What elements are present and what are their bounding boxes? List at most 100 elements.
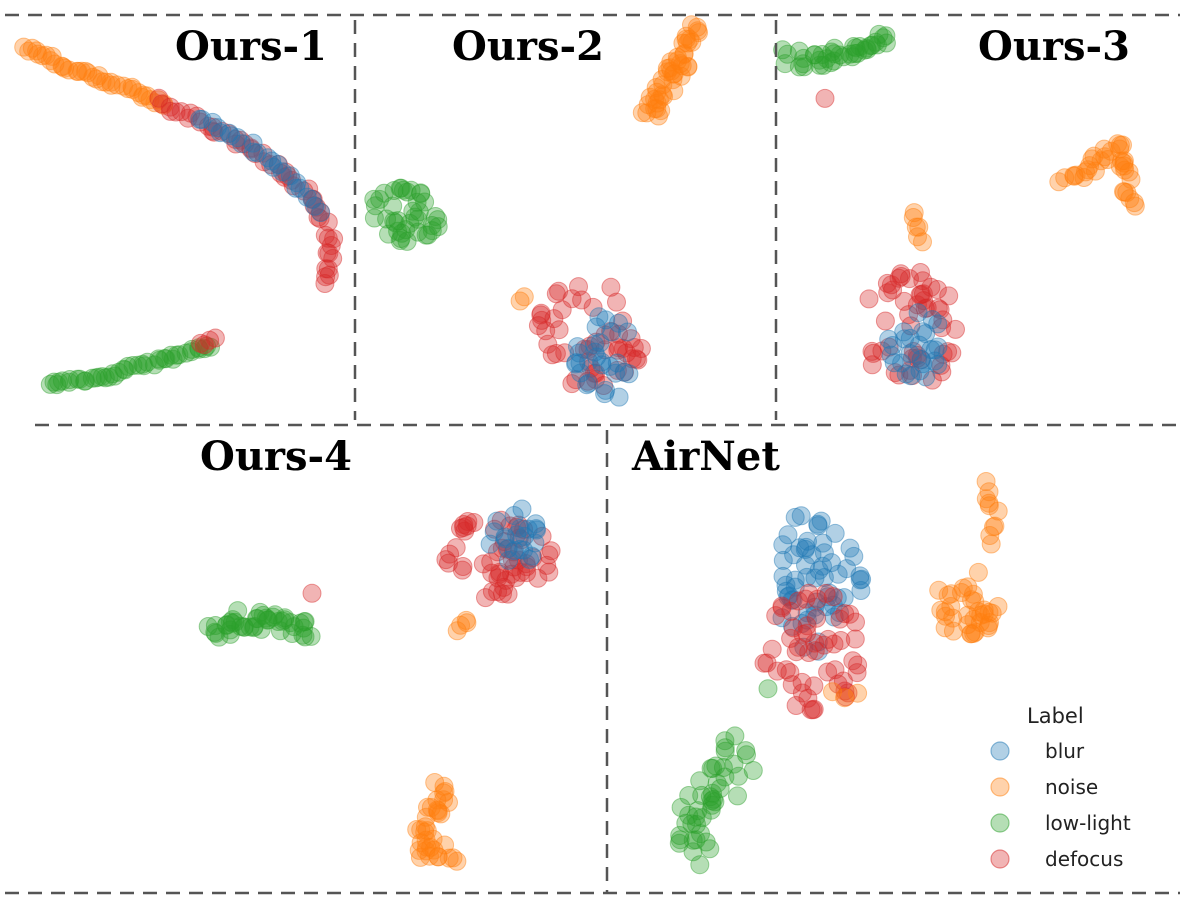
point-low-light	[700, 839, 720, 859]
point-noise	[134, 85, 153, 105]
point-blur	[619, 364, 639, 384]
point-defocus	[843, 651, 863, 671]
point-low-light	[845, 44, 865, 63]
point-low-light	[105, 366, 125, 386]
point-low-light	[220, 620, 240, 640]
point-blur	[586, 317, 606, 337]
point-blur	[606, 363, 625, 383]
point-noise	[45, 54, 65, 74]
point-noise	[421, 798, 441, 817]
point-defocus	[781, 601, 801, 621]
point-low-light	[156, 349, 176, 369]
point-low-light	[411, 184, 431, 204]
point-defocus	[939, 286, 959, 306]
point-defocus	[803, 700, 823, 720]
point-low-light	[223, 610, 243, 630]
point-noise	[663, 70, 683, 90]
point-defocus	[539, 545, 559, 565]
point-noise	[456, 610, 476, 630]
point-defocus	[546, 344, 566, 363]
point-defocus	[231, 130, 251, 150]
point-defocus	[601, 321, 621, 341]
point-blur	[792, 614, 812, 633]
point-low-light	[857, 40, 877, 59]
point-defocus	[847, 663, 867, 683]
point-low-light	[247, 609, 266, 628]
point-defocus	[452, 560, 472, 580]
point-noise	[1064, 166, 1084, 186]
point-low-light	[281, 613, 300, 633]
point-defocus	[583, 297, 603, 317]
point-blur	[527, 520, 546, 540]
point-blur	[850, 570, 870, 590]
point-defocus	[436, 550, 456, 570]
point-low-light	[379, 224, 398, 244]
point-defocus	[454, 515, 474, 534]
point-noise	[443, 848, 463, 868]
point-defocus	[178, 108, 198, 128]
point-defocus	[581, 358, 601, 378]
point-low-light	[715, 731, 735, 751]
point-defocus	[862, 355, 882, 375]
point-noise	[964, 623, 984, 643]
point-noise	[1085, 161, 1105, 181]
panel-dividers	[5, 13, 1180, 895]
point-low-light	[691, 824, 710, 844]
point-low-light	[240, 617, 260, 637]
point-noise	[1101, 141, 1121, 161]
point-defocus	[318, 228, 338, 248]
point-noise	[101, 72, 121, 92]
point-noise	[985, 516, 1005, 536]
point-low-light	[133, 354, 153, 374]
point-noise	[941, 584, 961, 604]
point-defocus	[268, 154, 288, 174]
point-defocus	[517, 563, 537, 583]
point-noise	[908, 227, 927, 247]
point-blur	[805, 597, 825, 617]
point-defocus	[490, 564, 510, 584]
point-defocus	[303, 189, 323, 209]
panel-points-ours-3	[773, 24, 1145, 390]
point-noise	[123, 79, 143, 99]
point-defocus	[457, 516, 477, 536]
point-blur	[614, 362, 634, 382]
point-defocus	[537, 555, 557, 575]
point-blur	[566, 353, 586, 373]
point-low-light	[840, 44, 860, 64]
point-low-light	[275, 610, 295, 630]
point-blur	[790, 538, 810, 558]
point-noise	[418, 797, 437, 817]
point-blur	[585, 342, 605, 362]
point-defocus	[805, 641, 825, 661]
point-blur	[232, 134, 252, 154]
point-low-light	[703, 758, 723, 778]
point-noise	[92, 72, 112, 92]
point-defocus	[911, 263, 930, 282]
point-low-light	[683, 842, 703, 862]
point-defocus	[546, 284, 566, 304]
point-defocus	[628, 350, 648, 370]
point-low-light	[293, 625, 313, 645]
point-noise	[974, 600, 994, 620]
point-blur	[602, 322, 622, 342]
point-defocus	[767, 661, 787, 681]
point-noise	[687, 17, 707, 37]
point-blur	[795, 539, 815, 559]
point-noise	[958, 615, 978, 635]
point-noise	[682, 15, 701, 35]
point-defocus	[846, 612, 865, 632]
point-noise	[68, 61, 88, 81]
point-defocus	[788, 591, 808, 611]
point-defocus	[835, 604, 855, 624]
point-blur	[510, 518, 530, 538]
point-defocus	[532, 310, 552, 330]
point-defocus	[235, 134, 255, 154]
point-defocus	[792, 683, 812, 703]
point-low-light	[95, 368, 115, 388]
point-low-light	[144, 355, 164, 375]
point-defocus	[917, 298, 937, 318]
point-defocus	[932, 318, 952, 338]
point-low-light	[701, 800, 721, 820]
point-low-light	[679, 805, 699, 825]
point-noise	[423, 829, 443, 849]
